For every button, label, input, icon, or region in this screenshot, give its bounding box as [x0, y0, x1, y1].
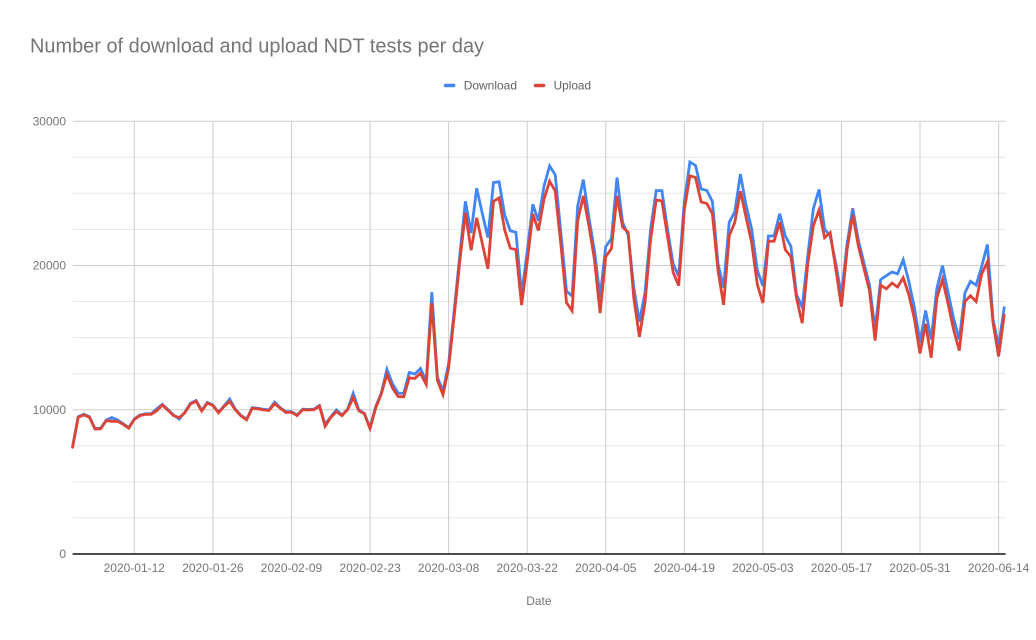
svg-text:2020-01-12: 2020-01-12	[104, 561, 166, 575]
svg-text:Date: Date	[526, 594, 552, 608]
svg-text:2020-02-09: 2020-02-09	[261, 561, 323, 575]
svg-text:Upload: Upload	[554, 78, 592, 92]
svg-text:2020-04-05: 2020-04-05	[575, 561, 637, 575]
svg-text:2020-01-26: 2020-01-26	[182, 561, 244, 575]
svg-text:2020-03-22: 2020-03-22	[497, 561, 559, 575]
svg-text:2020-05-17: 2020-05-17	[811, 561, 873, 575]
svg-text:2020-05-31: 2020-05-31	[889, 561, 951, 575]
svg-text:2020-03-08: 2020-03-08	[418, 561, 480, 575]
svg-text:0: 0	[59, 547, 66, 561]
svg-text:10000: 10000	[33, 403, 67, 417]
svg-text:Download: Download	[464, 78, 517, 92]
svg-text:2020-04-19: 2020-04-19	[654, 561, 716, 575]
svg-text:2020-02-23: 2020-02-23	[339, 561, 401, 575]
svg-text:2020-06-14: 2020-06-14	[968, 561, 1030, 575]
svg-text:Number of download and upload: Number of download and upload NDT tests …	[30, 36, 484, 58]
svg-text:2020-05-03: 2020-05-03	[732, 561, 794, 575]
svg-text:30000: 30000	[33, 114, 67, 128]
svg-text:20000: 20000	[33, 259, 67, 273]
